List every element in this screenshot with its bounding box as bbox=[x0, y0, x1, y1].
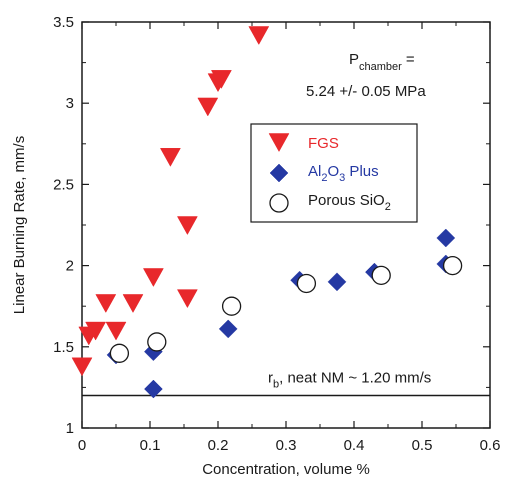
axis-tick-labels: 0 0.1 0.2 0.3 0.4 0.5 0.6 1 1.5 2 2.5 3 3.5 bbox=[53, 14, 500, 454]
data-point-fgs bbox=[105, 321, 127, 341]
data-point-fgs bbox=[95, 294, 117, 313]
y-axis-title: Linear Burning Rate, mm/s bbox=[11, 136, 28, 314]
x-tick-label: 0.5 bbox=[412, 437, 433, 454]
annotation-pressure-label: Pchamber = bbox=[349, 51, 415, 73]
y-tick-label: 2.5 bbox=[53, 176, 74, 193]
legend-label-fgs: FGS bbox=[308, 135, 339, 152]
data-point-alumina bbox=[327, 272, 347, 292]
x-axis-title: Concentration, volume % bbox=[202, 461, 370, 478]
y-tick-label: 1 bbox=[66, 420, 74, 437]
plot-frame bbox=[81, 21, 491, 429]
legend: FGS Al2O3 Plus Porous SiO2 bbox=[250, 123, 418, 223]
data-point-alumina bbox=[436, 228, 456, 248]
data-points bbox=[71, 26, 463, 399]
x-tick-label: 0.3 bbox=[276, 437, 297, 454]
legend-markers bbox=[268, 133, 290, 213]
x-tick-label: 0.2 bbox=[208, 437, 229, 454]
data-point-fgs bbox=[122, 294, 144, 313]
y-tick-label: 1.5 bbox=[53, 339, 74, 356]
x-tick-label: 0.1 bbox=[140, 437, 161, 454]
data-point-fgs bbox=[71, 357, 93, 377]
data-point-fgs bbox=[248, 26, 270, 46]
data-point-fgs bbox=[197, 97, 219, 117]
legend-marker-alumina bbox=[269, 163, 289, 183]
data-point-silica bbox=[442, 255, 463, 276]
data-point-silica bbox=[371, 265, 391, 285]
legend-label-alumina: Al2O3 Plus bbox=[308, 163, 379, 184]
axis-ticks bbox=[81, 21, 491, 429]
annotation-pressure-value: 5.24 +/- 0.05 MPa bbox=[306, 83, 426, 100]
annotation-reference-line: rb, neat NM ~ 1.20 mm/s bbox=[268, 370, 431, 391]
x-tick-label: 0.4 bbox=[344, 437, 365, 454]
data-point-silica bbox=[221, 296, 242, 316]
y-tick-label: 3 bbox=[66, 95, 74, 112]
x-tick-label: 0.6 bbox=[480, 437, 501, 454]
data-point-fgs bbox=[142, 268, 164, 287]
data-point-silica bbox=[147, 332, 167, 352]
data-point-fgs bbox=[176, 289, 198, 309]
data-point-fgs bbox=[159, 148, 181, 167]
data-point-silica bbox=[296, 273, 317, 294]
data-point-fgs bbox=[176, 216, 198, 236]
x-tick-label: 0 bbox=[78, 437, 86, 454]
data-point-fgs bbox=[210, 70, 232, 89]
y-tick-label: 3.5 bbox=[53, 14, 74, 31]
data-point-alumina bbox=[144, 379, 163, 399]
legend-label-silica: Porous SiO2 bbox=[308, 192, 391, 213]
data-point-alumina bbox=[218, 319, 238, 339]
legend-marker-fgs bbox=[268, 133, 290, 153]
y-tick-label: 2 bbox=[66, 258, 74, 275]
data-point-fgs bbox=[85, 321, 107, 341]
data-point-silica bbox=[109, 343, 130, 363]
legend-marker-silica bbox=[269, 193, 289, 213]
